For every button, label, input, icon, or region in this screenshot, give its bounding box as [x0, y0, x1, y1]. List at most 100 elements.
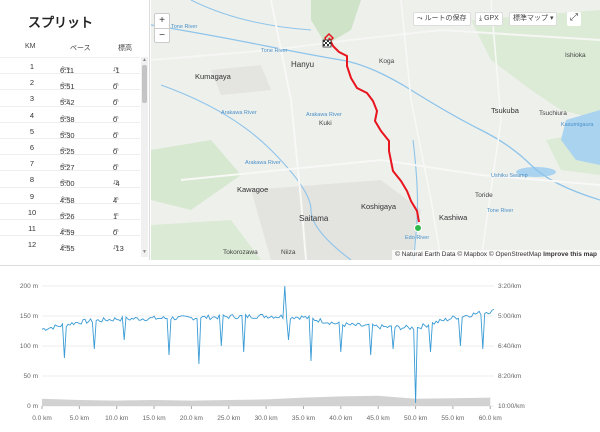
label-koga: Koga [379, 58, 395, 65]
left-tick-label: 100 m [20, 343, 38, 350]
x-tick-label: 25.0 km [217, 415, 240, 422]
map-canvas [151, 0, 600, 260]
header-km: KM [25, 43, 36, 50]
label-tone-river: Tone River [261, 48, 288, 54]
save-route-button[interactable]: ⤳ ルートの保存 [413, 12, 471, 26]
label-ishioka: Ishioka [565, 52, 586, 59]
split-km: 1 [29, 62, 35, 71]
x-tick-label: 55.0 km [441, 415, 464, 422]
scrollbar-thumb[interactable] [142, 65, 147, 103]
split-row[interactable]: 2 5:51/km 0 m [0, 73, 140, 91]
chart-canvas: 200 m 150 m 100 m 50 m 0 m 3:20/km 5:00/km 6:4… [20, 283, 525, 422]
split-row[interactable]: 8 5:00/km -4 m [0, 170, 140, 188]
elevation-area-shape [42, 395, 491, 406]
x-tick-label: 50.0 km [404, 415, 427, 422]
split-row[interactable]: 4 5:38/km 0 m [0, 105, 140, 124]
label-tone-river: Tone River [487, 208, 514, 214]
label-kashiwa: Kashiwa [439, 213, 468, 222]
split-row[interactable]: 10 5:26/km 1 m [0, 202, 140, 221]
left-tick-label: 0 m [27, 403, 38, 410]
x-tick-label: 60.0 km [479, 415, 502, 422]
right-tick-label: 6:40/km [498, 343, 521, 350]
x-tick-label: 45.0 km [367, 415, 390, 422]
split-km: 4 [29, 110, 35, 120]
label-arakawa-river: Arakawa River [221, 110, 257, 116]
right-tick-label: 5:00/km [498, 313, 521, 320]
x-tick-label: 35.0 km [292, 415, 315, 422]
split-row[interactable]: 12 4:55/km -13 m [0, 235, 140, 253]
right-axis-ticks: 3:20/km 5:00/km 6:40/km 8:20/km 10:00/km [498, 283, 525, 410]
label-arakawa-river: Arakawa River [245, 160, 281, 166]
split-row[interactable]: 3 5:42/km 0 m [0, 89, 140, 107]
x-tick-label: 0.0 km [32, 415, 52, 422]
splits-list[interactable]: 1 6:11/km -1 m 2 5:51/km 0 m 3 5:42/km 0 m 4 5:38/… [0, 57, 140, 253]
split-row[interactable]: 9 4:58/km 4 m [0, 186, 140, 205]
start-marker-icon [414, 224, 422, 232]
pace-line [41, 285, 495, 404]
elevation-pace-chart[interactable]: 200 m 150 m 100 m 50 m 0 m 3:20/km 5:00/km 6:4… [0, 265, 600, 431]
split-row[interactable]: 1 6:11/km -1 m [0, 57, 140, 75]
label-saitama: Saitama [299, 214, 329, 223]
x-tick-label: 10.0 km [105, 415, 128, 422]
split-row[interactable]: 6 5:25/km 0 m [0, 137, 140, 156]
split-km: 2 [29, 78, 35, 88]
header-pace: ペース [70, 45, 91, 52]
elevation-area [42, 395, 491, 406]
split-km: 8 [29, 175, 35, 185]
label-tone-river: Tone River [171, 24, 198, 30]
route-map[interactable]: Tone River Tone River Hanyu Koga Ishioka… [151, 0, 600, 260]
zoom-in-button[interactable]: + [159, 15, 165, 26]
split-km: 5 [29, 126, 35, 136]
caret-down-icon: ▾ [549, 15, 554, 22]
x-tick-label: 15.0 km [143, 415, 166, 422]
label-niiza: Niiza [281, 249, 296, 256]
splits-title: スプリット [28, 15, 94, 30]
header-elev: 標高 [118, 45, 132, 52]
label-ushiku-swamp: Ushiku Swamp [491, 173, 528, 179]
scroll-down-icon[interactable]: ▼ [142, 249, 147, 255]
label-kawagoe: Kawagoe [237, 185, 269, 194]
map-attribution: © Natural Earth Data © Mapbox © OpenStre… [392, 250, 600, 260]
scroll-up-icon[interactable]: ▲ [142, 57, 147, 63]
left-tick-label: 50 m [24, 373, 38, 380]
label-tokorozawa: Tokorozawa [223, 249, 258, 256]
split-row[interactable]: 5 5:30/km 0 m [0, 121, 140, 140]
split-km: 12 [27, 240, 37, 250]
splits-scrollbar[interactable] [141, 57, 148, 257]
split-row[interactable]: 7 5:27/km 0 m [0, 154, 140, 172]
left-axis-ticks: 200 m 150 m 100 m 50 m 0 m [20, 283, 38, 410]
left-tick-label: 150 m [20, 313, 38, 320]
fullscreen-icon[interactable]: ⤢ [567, 12, 581, 26]
pace-line-path [41, 285, 495, 404]
map-type-select[interactable]: 標準マップ ▾ [509, 12, 558, 26]
label-kumagaya: Kumagaya [195, 72, 231, 81]
chart-grid [41, 285, 494, 409]
label-tsukuba: Tsukuba [491, 106, 519, 115]
split-row[interactable]: 11 4:59/km 0 m [0, 218, 140, 237]
split-km: 7 [29, 159, 35, 169]
route-icon: ⤳ [417, 15, 423, 22]
label-edo-river: Edo River [405, 235, 430, 241]
label-toride: Toride [475, 192, 493, 199]
split-km: 10 [27, 207, 37, 217]
split-km: 6 [29, 142, 35, 152]
label-tsuchiura: Tsuchiura [539, 110, 567, 117]
split-km: 3 [29, 94, 35, 104]
right-tick-label: 10:00/km [498, 403, 525, 410]
right-tick-label: 8:20/km [498, 373, 521, 380]
label-koshigaya: Koshigaya [361, 202, 397, 211]
zoom-control: + − [154, 13, 170, 43]
x-tick-label: 20.0 km [180, 415, 203, 422]
x-tick-label: 40.0 km [329, 415, 352, 422]
x-tick-label: 5.0 km [70, 415, 90, 422]
split-km: 11 [28, 223, 36, 233]
finish-flag-icon [322, 39, 332, 48]
improve-map-link[interactable]: Improve this map [543, 251, 597, 258]
splits-header: KM ペース 標高 [0, 40, 140, 56]
gpx-download-button[interactable]: ⤓ GPX [475, 12, 503, 26]
zoom-out-button[interactable]: − [155, 28, 169, 42]
x-axis-ticks: 0.0 km 5.0 km 10.0 km 15.0 km 20.0 km 25.0 km… [32, 415, 502, 422]
left-tick-label: 200 m [20, 283, 38, 290]
right-tick-label: 3:20/km [498, 283, 521, 290]
